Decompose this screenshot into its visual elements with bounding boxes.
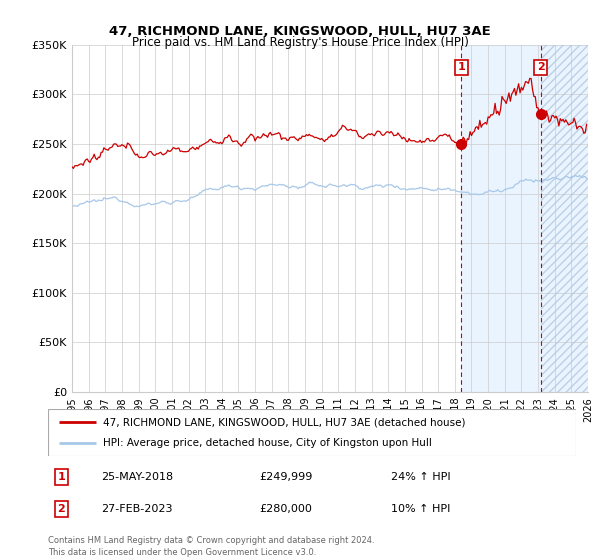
Text: 24% ↑ HPI: 24% ↑ HPI — [391, 472, 451, 482]
Text: 10% ↑ HPI: 10% ↑ HPI — [391, 504, 451, 514]
Text: 47, RICHMOND LANE, KINGSWOOD, HULL, HU7 3AE: 47, RICHMOND LANE, KINGSWOOD, HULL, HU7 … — [109, 25, 491, 38]
Text: 27-FEB-2023: 27-FEB-2023 — [101, 504, 172, 514]
Text: Price paid vs. HM Land Registry's House Price Index (HPI): Price paid vs. HM Land Registry's House … — [131, 36, 469, 49]
Text: Contains HM Land Registry data © Crown copyright and database right 2024.
This d: Contains HM Land Registry data © Crown c… — [48, 536, 374, 557]
FancyBboxPatch shape — [48, 409, 576, 456]
Text: HPI: Average price, detached house, City of Kingston upon Hull: HPI: Average price, detached house, City… — [103, 438, 433, 448]
Bar — [461, 45, 588, 392]
Bar — [541, 45, 588, 392]
Text: 1: 1 — [457, 62, 465, 72]
Text: 1: 1 — [58, 472, 65, 482]
Text: 2: 2 — [536, 62, 544, 72]
Text: £280,000: £280,000 — [259, 504, 312, 514]
Text: 25-MAY-2018: 25-MAY-2018 — [101, 472, 173, 482]
Text: 47, RICHMOND LANE, KINGSWOOD, HULL, HU7 3AE (detached house): 47, RICHMOND LANE, KINGSWOOD, HULL, HU7 … — [103, 417, 466, 427]
Text: £249,999: £249,999 — [259, 472, 313, 482]
Text: 2: 2 — [58, 504, 65, 514]
